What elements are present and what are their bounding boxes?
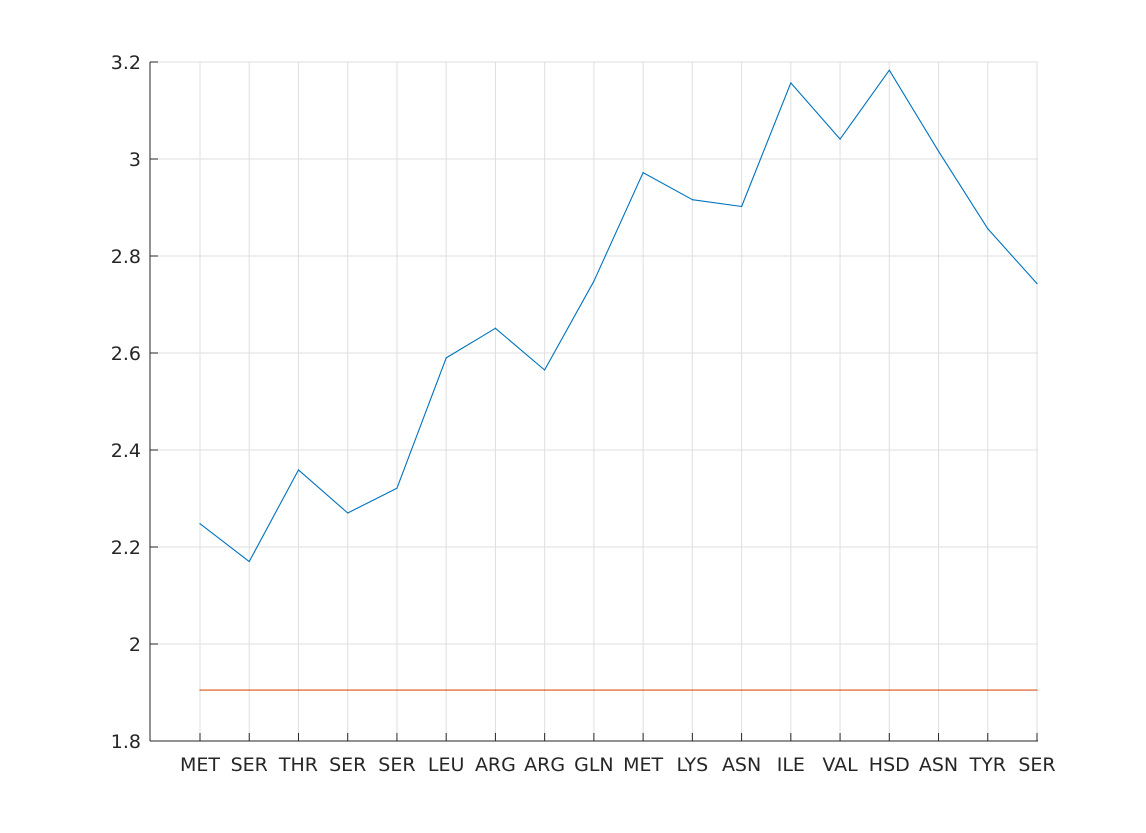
series-2-point xyxy=(445,689,447,691)
series-1-point xyxy=(494,327,497,329)
x-tick-label: SER xyxy=(378,754,415,776)
series-1-point xyxy=(691,199,693,201)
series-layer xyxy=(199,69,1038,691)
y-tick-label: 2.6 xyxy=(111,343,141,365)
x-tick-label: SER xyxy=(231,754,268,776)
series-2-point xyxy=(790,689,792,691)
series-1-point xyxy=(740,205,743,208)
series-2-point xyxy=(248,689,250,691)
y-tick-label: 2.2 xyxy=(111,537,141,559)
series-1-point xyxy=(1036,283,1038,285)
series-2-point xyxy=(642,689,644,691)
y-tick-label: 3 xyxy=(129,149,141,171)
series-1-point xyxy=(790,82,792,84)
series-1-point xyxy=(445,357,447,359)
series-1-point xyxy=(642,171,644,174)
y-tick-label: 3.2 xyxy=(111,52,141,74)
x-tick-label: SER xyxy=(1018,754,1055,776)
series-2-point xyxy=(937,689,940,691)
x-tick-label: MET xyxy=(180,754,220,776)
x-tick-label: LYS xyxy=(676,754,708,776)
x-tick-label: ARG xyxy=(524,754,565,776)
y-tick-label: 2.4 xyxy=(111,440,141,462)
x-tick-label: LEU xyxy=(428,754,465,776)
ticks xyxy=(150,61,1038,742)
y-tick-label: 2 xyxy=(129,634,141,656)
series-1-point xyxy=(248,560,250,563)
series-2-point xyxy=(297,689,300,691)
x-tick-label: ASN xyxy=(722,754,761,776)
series-1-point xyxy=(347,512,349,514)
series-1-point xyxy=(839,138,841,140)
series-1-point xyxy=(544,369,546,371)
series-1-point xyxy=(396,487,398,489)
series-1-point xyxy=(593,280,595,282)
x-tick-label: GLN xyxy=(574,754,614,776)
series-2-point xyxy=(888,689,890,691)
y-tick-label: 1.8 xyxy=(111,731,141,753)
x-tick-label: THR xyxy=(278,754,318,776)
series-2-point xyxy=(839,689,841,691)
y-tick-label: 2.8 xyxy=(111,246,141,268)
series-2-point xyxy=(544,689,546,691)
series-1-point xyxy=(987,228,989,230)
x-tick-label: MET xyxy=(623,754,663,776)
x-tick-label: VAL xyxy=(822,754,858,776)
series-2-point xyxy=(987,689,989,691)
series-2-point xyxy=(199,689,201,691)
x-tick-label: ASN xyxy=(919,754,958,776)
x-tick-labels: MET SER THR SER SER LEU ARG ARG GLN MET LYS ASN ILE V… xyxy=(180,754,1056,776)
series-2-point xyxy=(691,689,693,691)
y-tick-labels: 1.8 2 2.2 2.4 2.6 2.8 3 3.2 xyxy=(111,52,141,753)
series-1-point xyxy=(888,69,890,71)
x-tick-label: ARG xyxy=(475,754,516,776)
x-tick-label: HSD xyxy=(869,754,910,776)
series-2-point xyxy=(740,689,743,691)
x-tick-label: TYR xyxy=(969,754,1006,776)
series-1-point xyxy=(937,150,940,152)
series-2-point xyxy=(593,689,595,691)
series-1-point xyxy=(297,469,300,471)
series-line-1 xyxy=(199,69,1038,563)
x-tick-label: SER xyxy=(329,754,366,776)
series-2-point xyxy=(347,689,349,691)
series-2-point xyxy=(494,689,497,691)
grid xyxy=(150,61,1038,742)
series-1-point xyxy=(199,523,201,525)
x-tick-label: ILE xyxy=(777,754,805,776)
series-2-point xyxy=(1036,689,1038,691)
series-2-point xyxy=(396,689,398,691)
